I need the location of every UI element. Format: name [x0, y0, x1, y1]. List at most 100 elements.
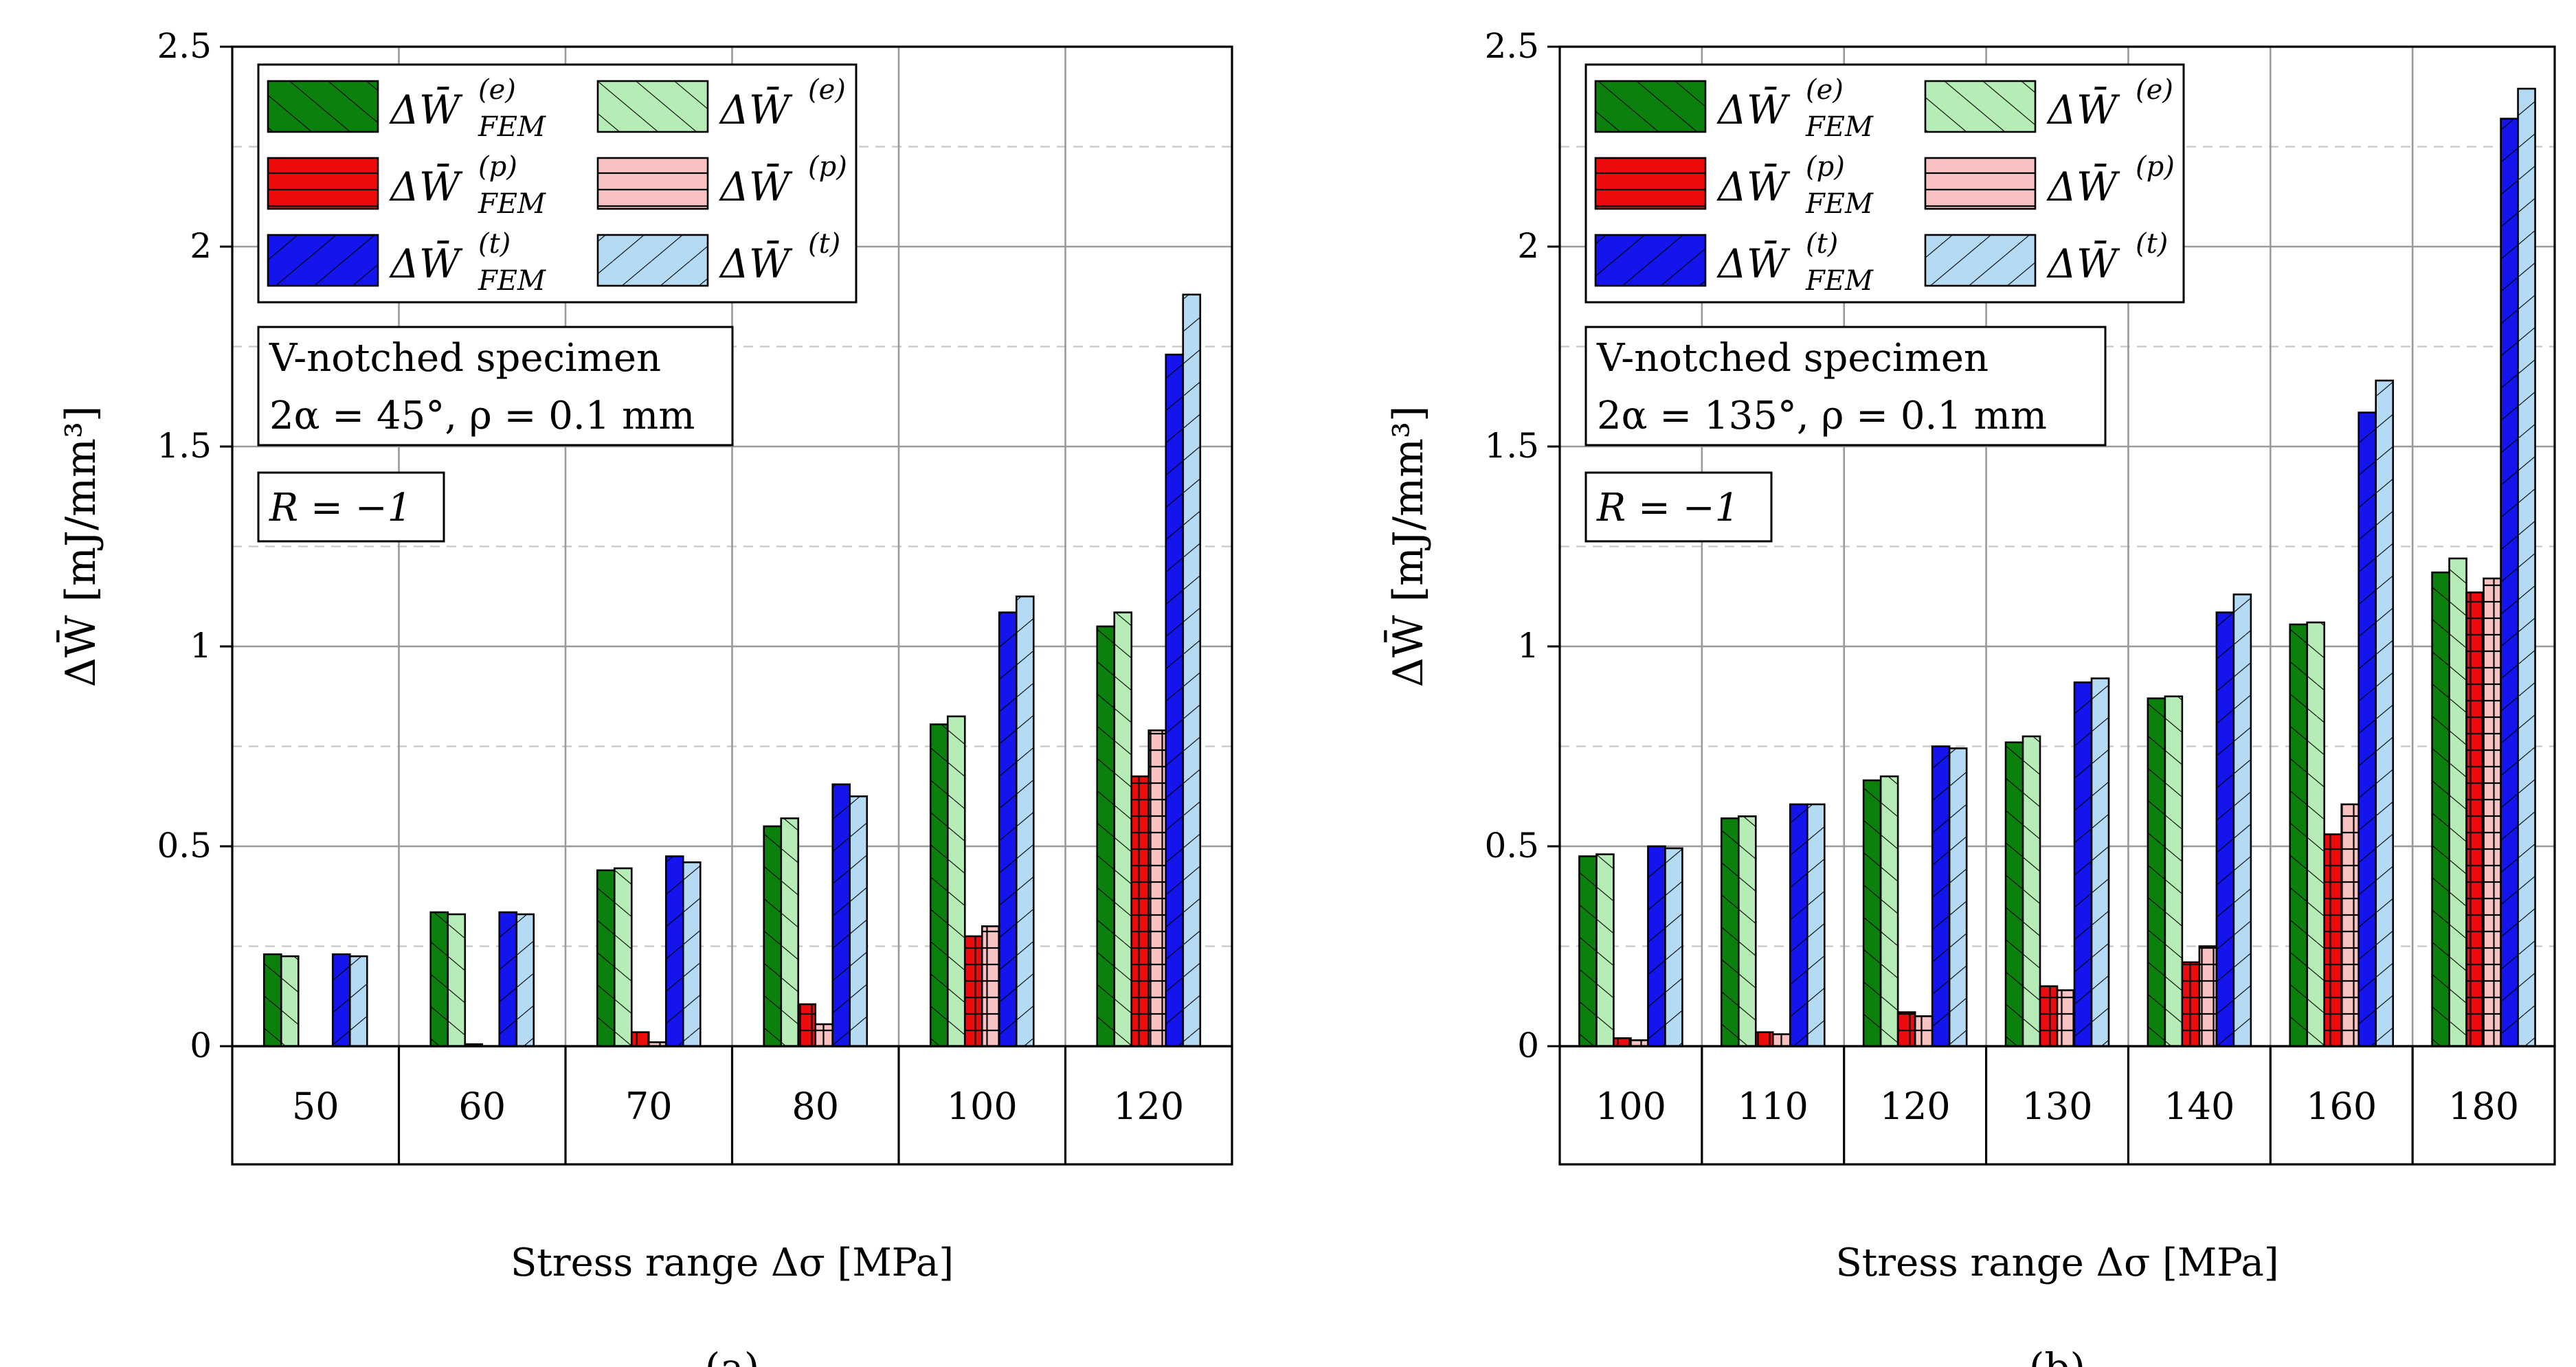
y-tick-label: 0	[1517, 1026, 1539, 1065]
y-tick-label: 0.5	[157, 826, 212, 866]
bar-elastic-fem	[1720, 817, 1740, 1048]
bar-elastic	[1595, 853, 1615, 1048]
bar-elastic	[946, 715, 966, 1048]
legend-label: ΔW̄ (t)	[719, 228, 840, 287]
x-tick-label: 130	[2021, 1085, 2092, 1128]
bar-total	[2232, 594, 2252, 1048]
y-tick-label: 2	[190, 226, 212, 266]
legend-swatch	[1594, 80, 1707, 133]
bar-elastic-fem	[1096, 625, 1116, 1048]
legend-label: ΔW̄ (e)	[2046, 74, 2173, 133]
bar-total	[2517, 87, 2536, 1048]
bar-plastic-fem	[2465, 591, 2485, 1048]
legend-entry-total: ΔW̄ (t)	[1924, 228, 2168, 287]
legend-entry-elastic-fem: ΔW̄ (e) FEM	[267, 74, 546, 143]
bar-total-fem	[1647, 845, 1666, 1048]
x-tick-label: 100	[1595, 1085, 1666, 1128]
ratio-label: R = −1	[1596, 486, 1739, 530]
bar-elastic	[2306, 621, 2326, 1048]
bar-total	[1806, 803, 1826, 1048]
legend-swatch	[596, 234, 709, 287]
bar-elastic-fem	[2004, 741, 2024, 1048]
y-tick-label: 1.5	[1484, 426, 1539, 466]
legend-label: ΔW̄ (p) FEM	[1716, 151, 1874, 220]
bar-total-fem	[2215, 611, 2235, 1048]
bar-total	[2090, 677, 2110, 1048]
x-tick-label: 100	[947, 1085, 1018, 1128]
bar-elastic-fem	[929, 723, 949, 1048]
bar-plastic	[814, 1023, 834, 1048]
legend: ΔW̄ (e) FEM ΔW̄ (e) ΔW̄ (p) FEM ΔW̄ (p) ΔW̄ (t) FEM Δ…	[1584, 63, 2185, 304]
legend: ΔW̄ (e) FEM ΔW̄ (e) ΔW̄ (p) FEM ΔW̄ (p) ΔW̄ (t) FEM Δ…	[257, 63, 858, 304]
legend-label: ΔW̄ (p) FEM	[389, 151, 546, 220]
bar-plastic	[1771, 1033, 1791, 1048]
bar-plastic-fem	[630, 1031, 650, 1048]
bar-elastic	[447, 913, 467, 1048]
x-tick-label: 60	[458, 1085, 506, 1128]
x-tick-label: 120	[1113, 1085, 1184, 1128]
bar-plastic-fem	[1896, 1011, 1916, 1048]
bar-plastic-fem	[2181, 961, 2201, 1048]
chart-panel-b: 0 0.5 1 1.5 2 2.5 100 110 120 130 140 160 180 Stress …	[1384, 26, 2556, 1367]
specimen-annotation: V-notched specimen 2α = 135°, ρ = 0.1 mm	[1584, 326, 2107, 447]
bar-plastic-fem	[797, 1003, 817, 1048]
legend-entry-elastic-fem: ΔW̄ (e) FEM	[1594, 74, 1874, 143]
bar-total	[2375, 379, 2395, 1048]
bar-plastic	[981, 925, 1000, 1048]
legend-swatch	[1924, 80, 2037, 133]
bar-elastic	[2021, 735, 2041, 1048]
legend-swatch	[267, 80, 379, 133]
bar-elastic	[2164, 695, 2184, 1048]
bar-elastic-fem	[2431, 572, 2450, 1048]
legend-swatch	[267, 157, 379, 210]
legend-swatch	[1924, 234, 2037, 287]
y-axis-label: ΔW̄ [mJ/mm³]	[1384, 406, 1433, 688]
bar-plastic	[2056, 989, 2076, 1048]
y-tick-label: 1	[190, 626, 212, 666]
bar-plastic-fem	[1130, 775, 1150, 1048]
bar-elastic	[780, 817, 800, 1048]
bar-total-fem	[831, 783, 851, 1048]
y-tick-label: 0.5	[1484, 826, 1539, 866]
panel-caption: (a)	[705, 1344, 760, 1367]
legend-label: ΔW̄ (p)	[2046, 151, 2175, 210]
legend-label: ΔW̄ (e) FEM	[1716, 74, 1874, 143]
x-axis-label: Stress range Δσ [MPa]	[511, 1241, 954, 1285]
legend-label: ΔW̄ (t) FEM	[389, 228, 546, 297]
bar-elastic-fem	[596, 869, 616, 1048]
bar-elastic-fem	[429, 911, 449, 1048]
load-ratio-annotation: R = −1	[257, 471, 445, 543]
bar-plastic	[2340, 803, 2360, 1048]
y-tick-label: 2.5	[157, 26, 212, 66]
chart-panel-a: 0 0.5 1 1.5 2 2.5 50 60 70 80 100 120 Stress range Δ…	[56, 26, 1233, 1367]
bar-total-fem	[1931, 745, 1951, 1048]
specimen-annotation: V-notched specimen 2α = 45°, ρ = 0.1 mm	[257, 326, 734, 447]
bar-elastic-fem	[262, 953, 282, 1048]
bar-elastic	[2448, 557, 2467, 1048]
load-ratio-annotation: R = −1	[1584, 471, 1773, 543]
bar-elastic-fem	[1578, 855, 1598, 1048]
legend-label: ΔW̄ (t) FEM	[1716, 228, 1874, 297]
bar-total-fem	[331, 953, 351, 1048]
x-tick-label: 140	[2164, 1085, 2235, 1128]
y-tick-label: 2	[1517, 226, 1539, 266]
legend-swatch	[596, 80, 709, 133]
legend-label: ΔW̄ (e)	[719, 74, 846, 133]
annotation-line: V-notched specimen	[269, 336, 661, 381]
legend-label: ΔW̄ (e) FEM	[389, 74, 546, 143]
bar-plastic	[1147, 729, 1167, 1048]
bar-elastic	[1879, 775, 1899, 1048]
bar-elastic	[1113, 611, 1133, 1048]
annotation-line: 2α = 135°, ρ = 0.1 mm	[1597, 394, 2047, 438]
x-tick-label: 180	[2448, 1085, 2519, 1128]
panel-caption: (b)	[2029, 1344, 2085, 1367]
bar-total	[849, 795, 869, 1048]
annotation-line: V-notched specimen	[1596, 336, 1989, 381]
bar-total	[682, 861, 702, 1048]
legend-entry-total: ΔW̄ (t)	[596, 228, 840, 287]
bar-plastic-fem	[963, 935, 983, 1048]
y-tick-label: 0	[190, 1026, 212, 1065]
bar-elastic	[613, 867, 633, 1048]
bar-total-fem	[1789, 803, 1808, 1048]
